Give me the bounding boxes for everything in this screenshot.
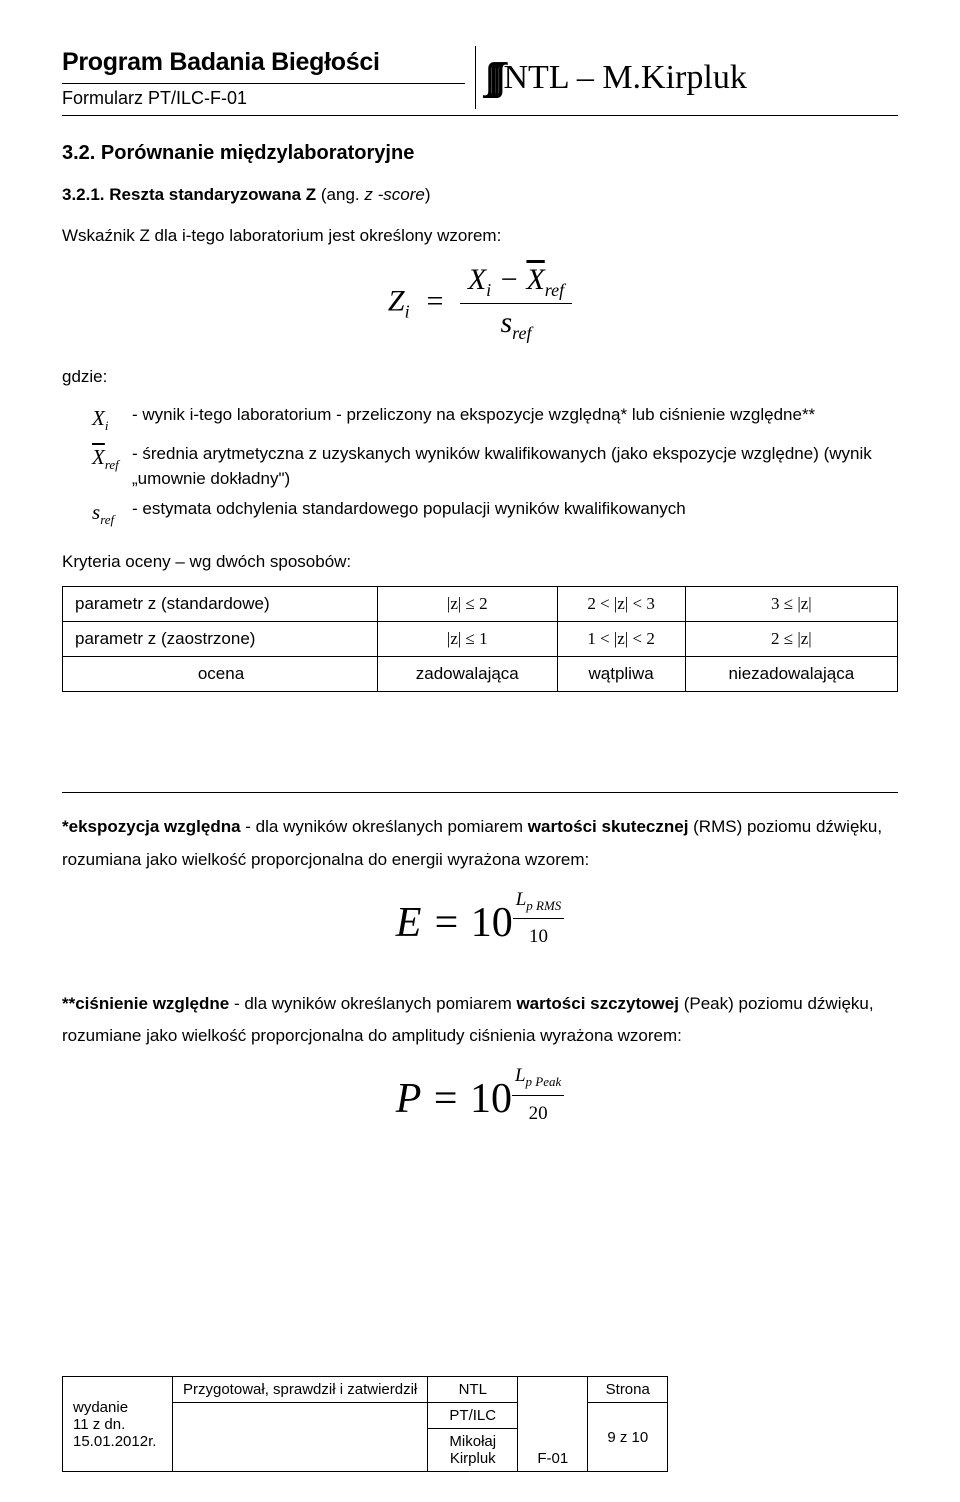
cell: niezadowalająca <box>685 657 897 692</box>
page-header: Program Badania Biegłości Formularz PT/I… <box>62 46 898 116</box>
doc-subtitle: Formularz PT/ILC-F-01 <box>62 83 465 109</box>
footer-ntl: NTL <box>428 1377 518 1403</box>
note2-b: - dla wyników określanych pomiarem <box>229 994 516 1013</box>
def-xi: - wynik i-tego laboratorium - przeliczon… <box>132 403 898 436</box>
subsection-ital: z -score <box>364 185 424 204</box>
p-formula: P = 10Lp Peak20 <box>62 1060 898 1140</box>
table-row: parametr z (zaostrzone) |z| ≤ 1 1 < |z| … <box>63 622 898 657</box>
sym-sref: sref <box>62 497 132 530</box>
footer-page-label: Strona <box>588 1377 668 1403</box>
note2-c: wartości szczytowej <box>516 994 679 1013</box>
cell: 2 < |z| < 3 <box>557 587 685 622</box>
subsection-close: ) <box>425 185 431 204</box>
criteria-table: parametr z (standardowe) |z| ≤ 2 2 < |z|… <box>62 586 898 692</box>
gdzie-label: gdzie: <box>62 364 898 390</box>
footer-f01: F-01 <box>518 1377 588 1472</box>
cell: parametr z (zaostrzone) <box>63 622 378 657</box>
note1-c: wartości skutecznej <box>528 817 689 836</box>
cell: 2 ≤ |z| <box>685 622 897 657</box>
subsection-heading: 3.2.1. Reszta standaryzowana Z (ang. z -… <box>62 185 898 205</box>
subsection-ang: (ang. <box>316 185 364 204</box>
e-formula: E = 10Lp RMS10 <box>62 884 898 964</box>
footnotes: *ekspozycja względna - dla wyników okreś… <box>62 792 898 1140</box>
table-row: parametr z (standardowe) |z| ≤ 2 2 < |z|… <box>63 587 898 622</box>
sym-xref: Xref <box>62 442 132 491</box>
footer-empty <box>173 1403 428 1472</box>
header-right: ∫∫∫∫ NTL – M.Kirpluk <box>476 46 899 109</box>
footer-page-num: 9 z 10 <box>588 1403 668 1472</box>
cell: |z| ≤ 2 <box>378 587 558 622</box>
note1: *ekspozycja względna - dla wyników okreś… <box>62 811 898 876</box>
cell: |z| ≤ 1 <box>378 622 558 657</box>
footer-prepared: Przygotował, sprawdził i zatwierdził <box>173 1377 428 1403</box>
def-row-sref: sref - estymata odchylenia standardowego… <box>62 497 898 530</box>
def-xref: - średnia arytmetyczna z uzyskanych wyni… <box>132 442 898 491</box>
def-sref: - estymata odchylenia standardowego popu… <box>132 497 898 530</box>
cell: 1 < |z| < 2 <box>557 622 685 657</box>
sym-xi: Xi <box>62 403 132 436</box>
doc-title: Program Badania Biegłości <box>62 48 465 77</box>
footer-ptilc: PT/ILC <box>428 1403 518 1429</box>
z-formula: Zi = Xi − Xref sref <box>62 263 898 344</box>
cell: parametr z (standardowe) <box>63 587 378 622</box>
cell: wątpliwa <box>557 657 685 692</box>
table-row: wydanie 11 z dn. 15.01.2012r. Przygotowa… <box>63 1377 668 1403</box>
cell: 3 ≤ |z| <box>685 587 897 622</box>
definitions: Xi - wynik i-tego laboratorium - przelic… <box>62 403 898 530</box>
def-row-xi: Xi - wynik i-tego laboratorium - przelic… <box>62 403 898 436</box>
note2-term: **ciśnienie względne <box>62 994 229 1013</box>
cell: ocena <box>63 657 378 692</box>
header-left: Program Badania Biegłości Formularz PT/I… <box>62 46 476 109</box>
logo-text: NTL – M.Kirpluk <box>504 59 747 97</box>
subsection-num: 3.2.1. Reszta standaryzowana Z <box>62 185 316 204</box>
footer-author: Mikołaj Kirpluk <box>428 1429 518 1472</box>
section-heading: 3.2. Porównanie międzylaboratoryjne <box>62 142 898 165</box>
intro-text: Wskaźnik Z dla i-tego laboratorium jest … <box>62 223 898 249</box>
note1-term: *ekspozycja względna <box>62 817 241 836</box>
note1-b: - dla wyników określanych pomiarem <box>241 817 528 836</box>
footer-edition: wydanie 11 z dn. 15.01.2012r. <box>63 1377 173 1472</box>
note2: **ciśnienie względne - dla wyników okreś… <box>62 988 898 1053</box>
footer-table: wydanie 11 z dn. 15.01.2012r. Przygotowa… <box>62 1376 668 1472</box>
cell: zadowalająca <box>378 657 558 692</box>
table-row: ocena zadowalająca wątpliwa niezadowalaj… <box>63 657 898 692</box>
def-row-xref: Xref - średnia arytmetyczna z uzyskanych… <box>62 442 898 491</box>
criteria-heading: Kryteria oceny – wg dwóch sposobów: <box>62 552 898 572</box>
